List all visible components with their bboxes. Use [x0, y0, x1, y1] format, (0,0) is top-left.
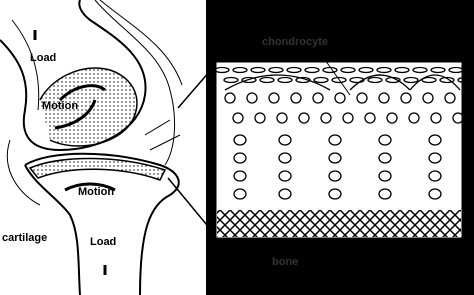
tissue-drawing	[214, 49, 473, 200]
cell	[428, 170, 442, 182]
cell	[268, 92, 280, 104]
cell	[286, 66, 302, 74]
motion-label: Motion	[78, 186, 114, 198]
cell	[358, 66, 374, 74]
chondrocyte-label: chondrocyte	[262, 36, 328, 48]
cell	[277, 76, 293, 84]
cell	[298, 112, 310, 124]
cell	[223, 76, 239, 84]
cell	[317, 49, 351, 96]
load-label: Load	[30, 52, 56, 64]
cell	[313, 76, 329, 84]
tissue-box	[215, 61, 463, 239]
cell	[224, 92, 236, 104]
cell	[386, 112, 398, 124]
cell	[409, 74, 461, 91]
cell	[378, 152, 392, 164]
bone-label: bone	[272, 256, 298, 268]
cell	[290, 92, 302, 104]
cell	[428, 188, 442, 200]
cell	[342, 112, 354, 124]
cell	[430, 66, 446, 74]
cell	[378, 170, 392, 182]
load-label: Load	[90, 236, 116, 248]
cell	[349, 74, 411, 91]
cell	[356, 92, 368, 104]
cell	[448, 66, 464, 74]
cartilage-label: cartilage	[2, 232, 47, 244]
motion-label: Motion	[42, 100, 78, 112]
cell	[328, 170, 342, 182]
cell	[428, 134, 442, 146]
cell	[278, 188, 292, 200]
cell	[254, 112, 266, 124]
cell	[331, 76, 347, 84]
bone-layer	[217, 210, 461, 237]
cell	[295, 76, 311, 84]
zoom-line	[167, 63, 217, 237]
cell	[233, 170, 247, 182]
cell	[232, 112, 244, 124]
cell	[232, 66, 248, 74]
cell	[422, 92, 434, 104]
cell	[233, 134, 247, 146]
cell	[320, 112, 332, 124]
cell	[304, 66, 320, 74]
cell	[340, 66, 356, 74]
cell	[378, 188, 392, 200]
cell	[367, 76, 383, 84]
cell	[403, 76, 419, 84]
cell	[452, 112, 464, 124]
cell	[328, 152, 342, 164]
cell	[378, 134, 392, 146]
cell	[408, 112, 420, 124]
cell	[278, 170, 292, 182]
cell	[364, 112, 376, 124]
cell	[278, 152, 292, 164]
cell	[444, 92, 456, 104]
cell	[328, 134, 342, 146]
joint-panel	[0, 0, 206, 295]
cell	[312, 92, 324, 104]
cell	[214, 66, 230, 74]
cell	[334, 92, 346, 104]
cell	[328, 188, 342, 200]
cell	[241, 76, 257, 84]
cell	[276, 112, 288, 124]
cell	[268, 66, 284, 74]
cell	[457, 76, 473, 84]
cell	[439, 76, 455, 84]
cell	[259, 76, 275, 84]
cell	[233, 188, 247, 200]
joint-drawing	[0, 0, 183, 295]
cell	[224, 74, 331, 91]
cell	[246, 92, 258, 104]
cell	[428, 152, 442, 164]
cell	[278, 134, 292, 146]
cell	[250, 66, 266, 74]
cell	[233, 152, 247, 164]
cell	[394, 66, 410, 74]
cell	[430, 112, 442, 124]
cell	[412, 66, 428, 74]
cell	[400, 92, 412, 104]
cell	[421, 76, 437, 84]
cell	[376, 66, 392, 74]
cell	[378, 92, 390, 104]
